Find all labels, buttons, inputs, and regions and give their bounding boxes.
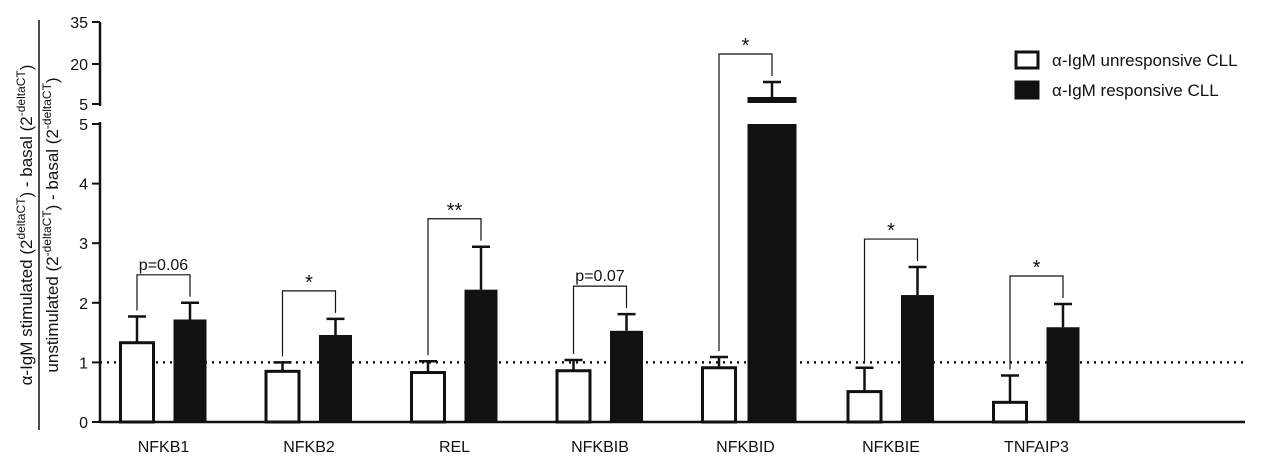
bar-unresponsive	[846, 390, 883, 424]
bar-responsive	[1046, 327, 1080, 422]
significance-label: p=0.07	[575, 268, 624, 285]
label-text: α-IgM stimulated (2	[17, 240, 36, 386]
bar-responsive	[747, 124, 797, 422]
significance-bracket	[1009, 275, 1064, 370]
bar-unresponsive	[410, 371, 446, 424]
bar-unresponsive	[119, 341, 155, 424]
bar-responsive-upper	[747, 97, 797, 103]
y-tick-label: 1	[79, 355, 88, 372]
x-tick-label: NFKBID	[716, 439, 775, 456]
bar-unresponsive	[264, 369, 301, 424]
label-text: )	[43, 77, 62, 83]
significance-bracket	[427, 218, 482, 356]
y-tick-label: 2	[79, 296, 88, 313]
bar-responsive	[610, 330, 643, 422]
superscript: deltaCT	[14, 197, 28, 240]
significance-bracket	[572, 285, 628, 355]
x-tick-label: REL	[439, 439, 470, 456]
y-tick-label: 35	[70, 15, 88, 32]
superscript: -deltaCT	[14, 70, 28, 117]
y-axis-label: α-IgM stimulated (2deltaCT) - basal (2-d…	[14, 20, 62, 430]
superscript: -deltaCT	[40, 210, 54, 257]
label-text: ) - basal (2	[17, 116, 36, 197]
significance-label: *	[305, 272, 313, 294]
significance-label: p=0.06	[139, 257, 188, 274]
y-tick-label: 4	[79, 177, 88, 194]
x-tick-label: TNFAIP3	[1004, 439, 1069, 456]
label-text: ) - basal (2	[43, 129, 62, 210]
y-tick-label: 5	[79, 97, 88, 114]
y-tick-label: 0	[79, 415, 88, 432]
legend-label: α-IgM unresponsive CLL	[1052, 51, 1238, 70]
y-axis-label-denominator: unstimulated (2-deltaCT) - basal (2-delt…	[40, 77, 62, 372]
significance-bracket	[863, 238, 919, 362]
superscript: -deltaCT	[40, 82, 54, 129]
significance-label: *	[1033, 257, 1041, 279]
bars	[119, 80, 1080, 424]
bar-unresponsive	[555, 369, 592, 424]
legend-label: α-IgM responsive CLL	[1052, 81, 1219, 100]
significance-annotations: p=0.06***p=0.07***	[136, 35, 1064, 370]
y-axis-label-numerator: α-IgM stimulated (2deltaCT) - basal (2-d…	[14, 65, 36, 386]
bar-unresponsive	[992, 400, 1028, 424]
label-text: unstimulated (2	[43, 256, 62, 372]
y-tick-label: 3	[79, 236, 88, 253]
significance-bracket	[718, 53, 773, 352]
bar-responsive	[173, 319, 207, 422]
x-tick-label: NFKB1	[138, 439, 190, 456]
significance-label: *	[742, 35, 750, 57]
x-tick-labels: NFKB1 NFKB2 REL NFKBIB NFKBID NFKBIE TNFAIP3	[138, 439, 1069, 456]
bar-responsive	[319, 334, 352, 422]
x-tick-label: NFKB2	[283, 439, 335, 456]
significance-bracket	[281, 290, 337, 357]
significance-label: **	[447, 200, 463, 222]
x-tick-label: NFKBIE	[862, 439, 920, 456]
y-tick-label: 20	[70, 57, 88, 74]
y-axis-label-fraction: α-IgM stimulated (2deltaCT) - basal (2-d…	[14, 20, 62, 430]
bar-responsive	[901, 295, 934, 422]
x-tick-label: NFKBIB	[571, 439, 629, 456]
significance-label: *	[887, 220, 895, 242]
bar-responsive	[464, 289, 498, 422]
legend-swatch	[1014, 80, 1040, 100]
significance-bracket	[136, 274, 191, 311]
legend-swatch	[1014, 50, 1040, 70]
bar-unresponsive	[701, 366, 737, 424]
label-text: )	[17, 65, 36, 71]
legend: α-IgM unresponsive CLL α-IgM responsive C…	[1014, 50, 1238, 100]
y-tick-label: 5	[79, 117, 88, 134]
